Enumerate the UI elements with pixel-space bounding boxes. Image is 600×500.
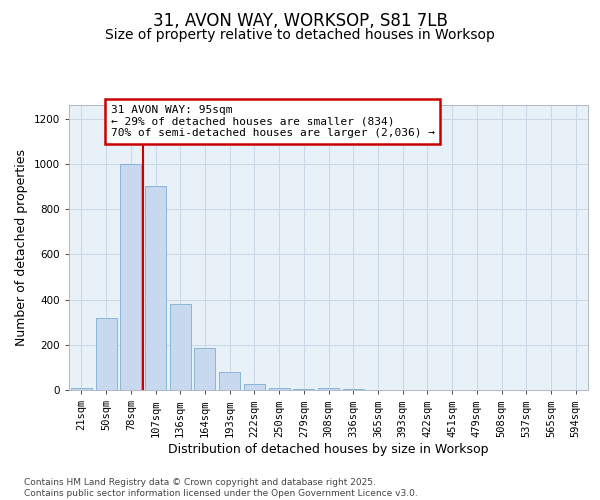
Bar <box>120 164 141 390</box>
Y-axis label: Number of detached properties: Number of detached properties <box>15 149 28 346</box>
Bar <box>71 388 92 390</box>
Text: Size of property relative to detached houses in Worksop: Size of property relative to detached ho… <box>105 28 495 42</box>
Bar <box>318 388 339 390</box>
Bar <box>219 372 240 390</box>
Bar <box>194 348 215 390</box>
X-axis label: Distribution of detached houses by size in Worksop: Distribution of detached houses by size … <box>168 444 489 456</box>
Text: Contains HM Land Registry data © Crown copyright and database right 2025.
Contai: Contains HM Land Registry data © Crown c… <box>24 478 418 498</box>
Bar <box>145 186 166 390</box>
Bar <box>170 304 191 390</box>
Bar <box>269 388 290 390</box>
Text: 31, AVON WAY, WORKSOP, S81 7LB: 31, AVON WAY, WORKSOP, S81 7LB <box>152 12 448 30</box>
Text: 31 AVON WAY: 95sqm
← 29% of detached houses are smaller (834)
70% of semi-detach: 31 AVON WAY: 95sqm ← 29% of detached hou… <box>110 105 434 138</box>
Bar <box>95 318 116 390</box>
Bar <box>244 384 265 390</box>
